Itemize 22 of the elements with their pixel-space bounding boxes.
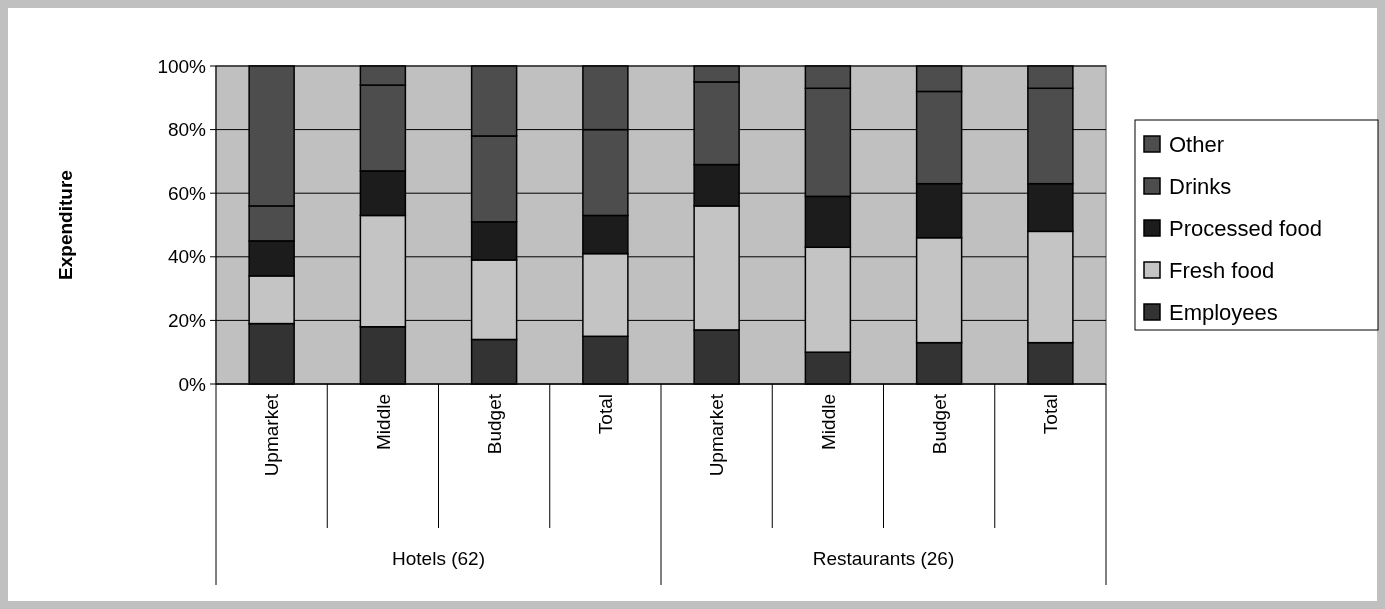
y-tick-label: 20% [167, 310, 207, 332]
legend-label: Drinks [1169, 173, 1232, 199]
y-tick-label: 80% [167, 119, 207, 141]
legend-label: Processed food [1169, 215, 1322, 241]
y-tick-label: 100% [157, 55, 207, 77]
x-tick-label: Middle [372, 394, 394, 450]
x-tick-label: Upmarket [706, 393, 728, 477]
x-tick-label: Total [595, 394, 617, 435]
x-tick-label: Middle [817, 394, 839, 450]
legend-label: Employees [1169, 299, 1278, 325]
y-tick-label: 40% [167, 246, 207, 268]
y-tick-label: 60% [167, 182, 207, 204]
x-tick-label: Total [1040, 394, 1062, 435]
text: Restaurants (26) [812, 548, 955, 569]
legend-label: Fresh food [1169, 257, 1275, 283]
y-axis-title: Expenditure [55, 170, 76, 280]
text: Hotels (62) [392, 548, 485, 569]
x-tick-label: Budget [483, 393, 505, 455]
x-tick-label: Budget [928, 393, 950, 455]
legend-label: Other [1169, 131, 1225, 157]
x-tick-label: Upmarket [261, 393, 283, 477]
y-tick-label: 0% [178, 373, 207, 395]
